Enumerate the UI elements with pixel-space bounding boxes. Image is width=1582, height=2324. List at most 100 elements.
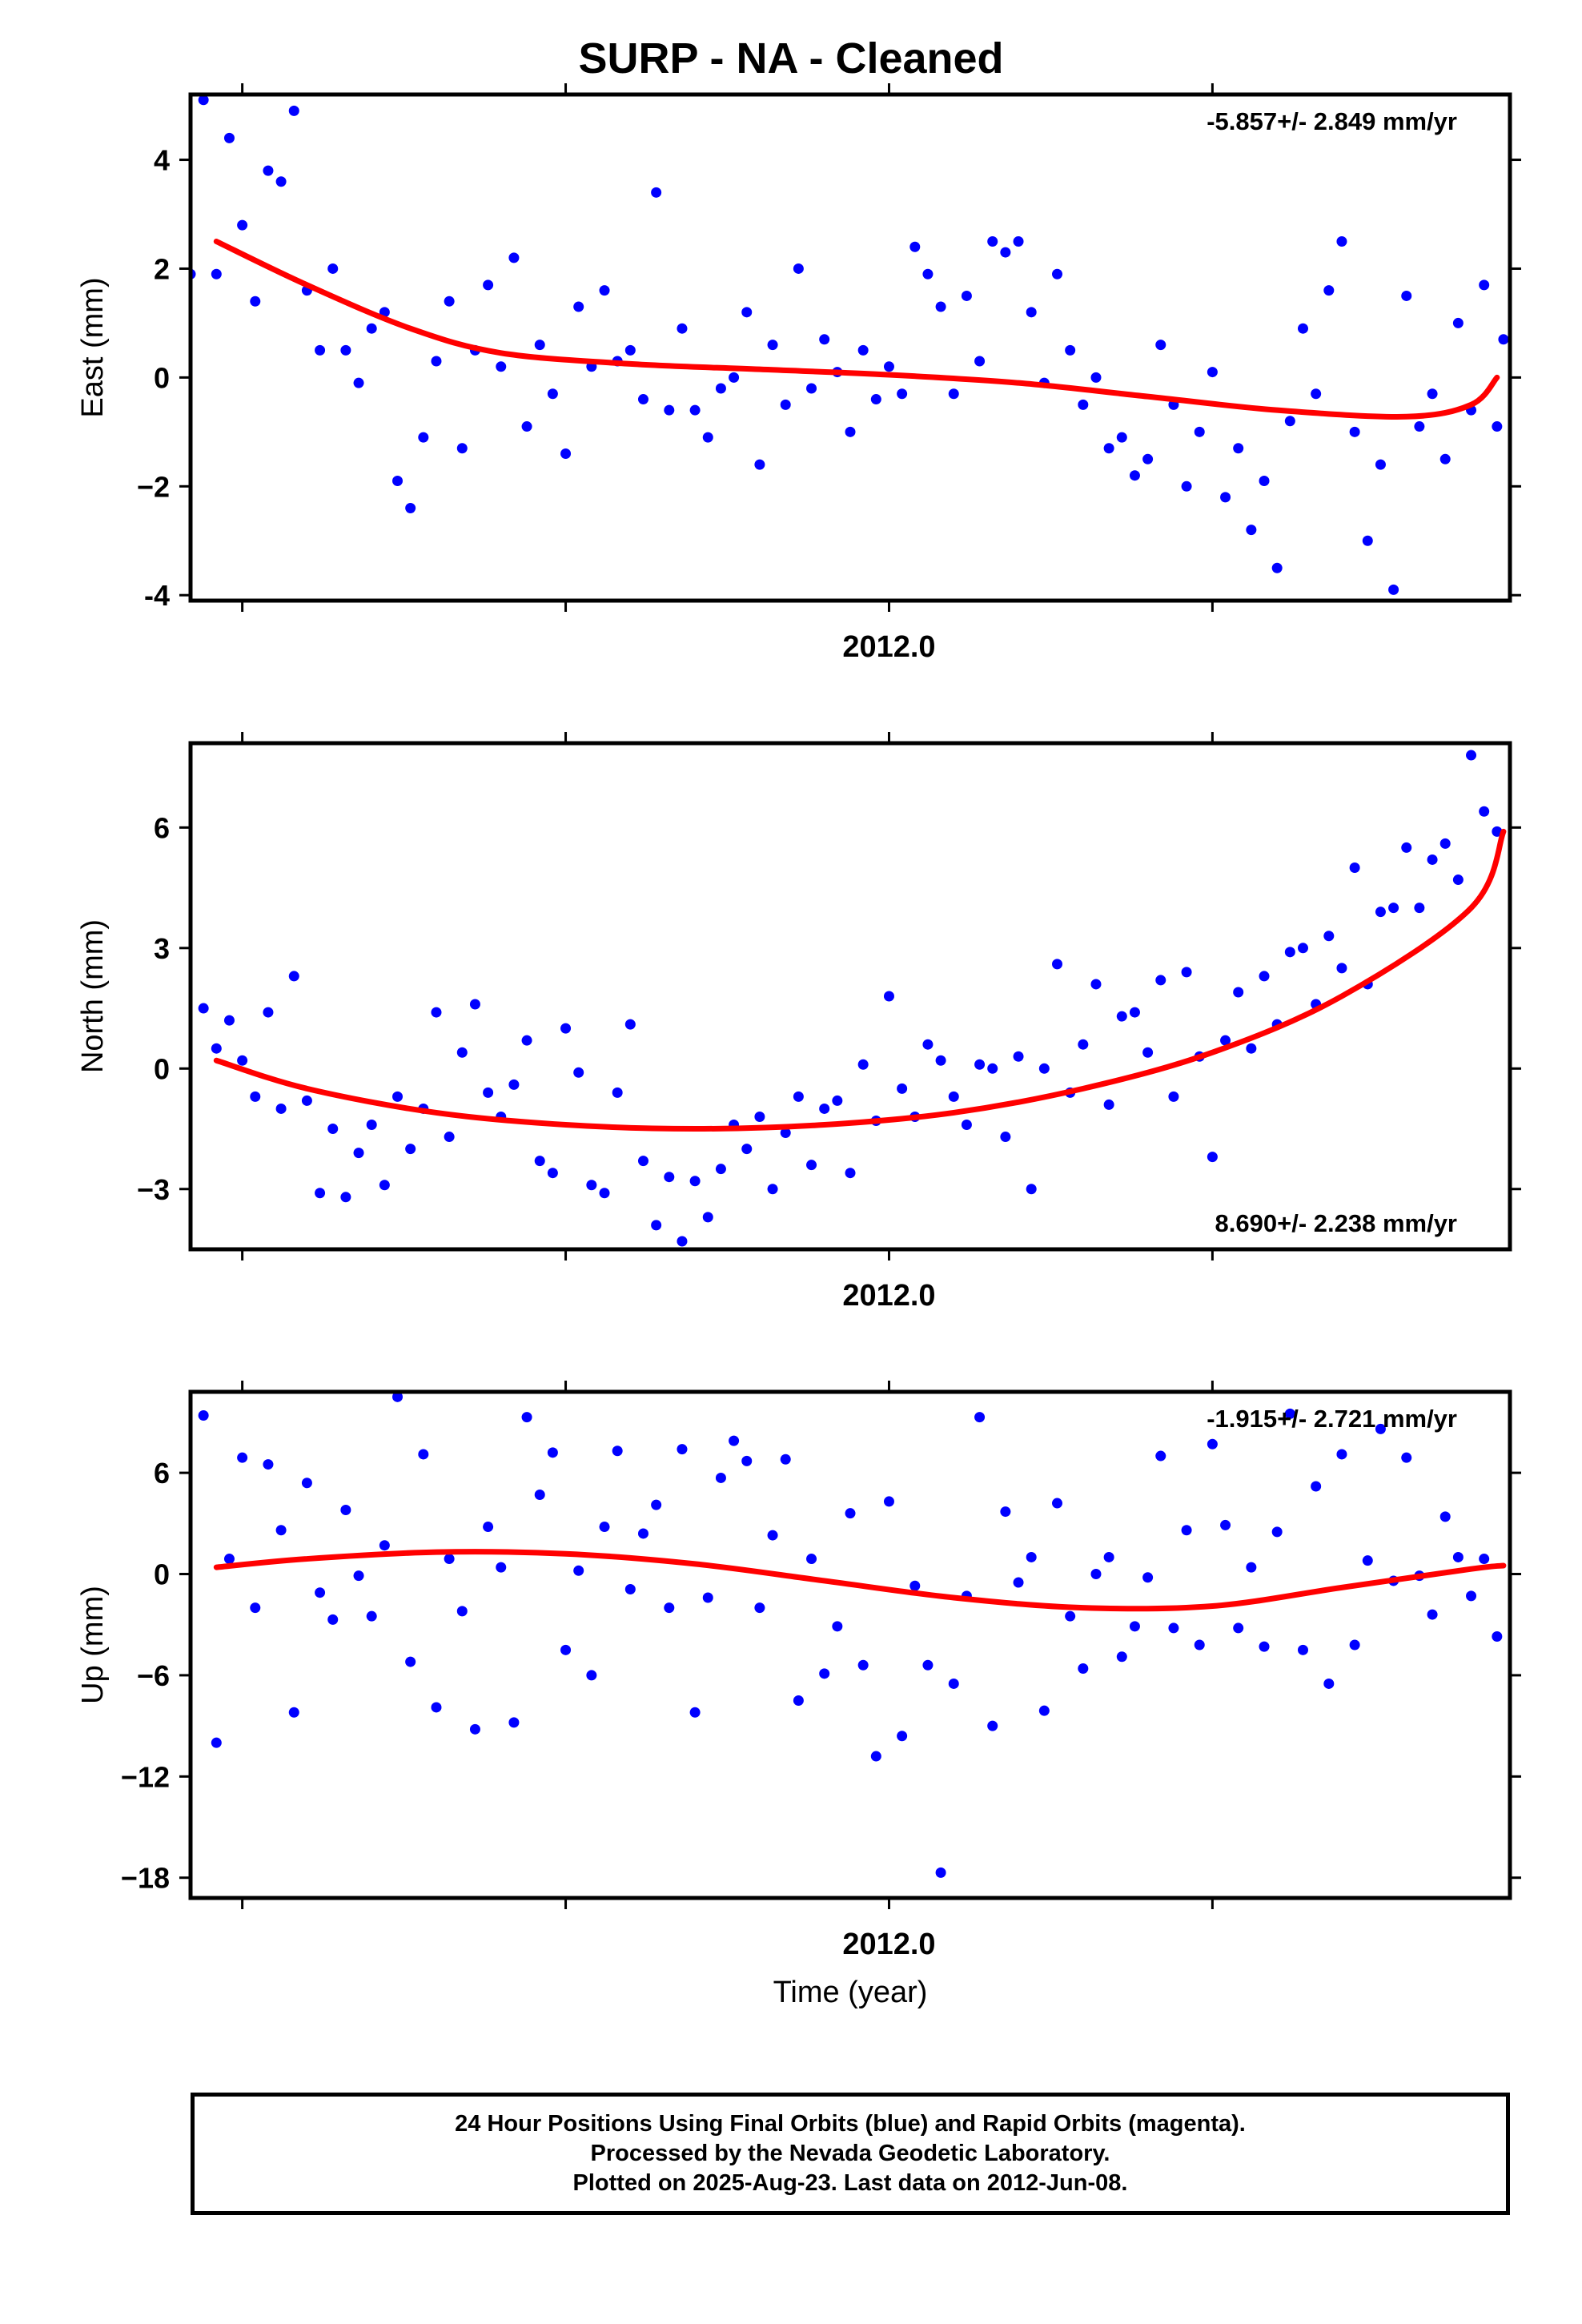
data-point [702, 1592, 713, 1603]
y-tick-label: −12 [121, 1760, 170, 1793]
data-point [1284, 416, 1295, 427]
data-point [223, 132, 235, 143]
data-point [806, 1160, 817, 1171]
data-point [496, 361, 507, 372]
data-point [1246, 1043, 1257, 1054]
points-group [191, 94, 1509, 595]
data-point [1155, 1450, 1166, 1462]
data-point [1311, 388, 1322, 400]
data-point [857, 344, 869, 356]
data-point [198, 1409, 209, 1421]
data-point [948, 1091, 959, 1102]
data-point [651, 1220, 662, 1231]
data-point [1078, 1039, 1089, 1050]
data-point [793, 263, 804, 274]
data-point [624, 1019, 636, 1030]
data-point [1065, 344, 1076, 356]
data-point [1297, 943, 1308, 954]
data-point [664, 404, 675, 416]
plot-frame [188, 1389, 1512, 1900]
data-point [469, 1723, 480, 1735]
data-point [521, 1035, 532, 1046]
data-point [909, 241, 921, 252]
data-point [845, 1508, 856, 1519]
data-point [883, 361, 894, 372]
data-point [1194, 426, 1205, 437]
data-point [715, 383, 726, 394]
data-point [1479, 806, 1490, 817]
data-point [689, 404, 701, 416]
data-point [767, 340, 778, 351]
data-point [1492, 826, 1503, 837]
data-point [624, 1583, 636, 1594]
data-point [1220, 1519, 1231, 1530]
data-point [689, 1707, 701, 1718]
data-point [483, 279, 494, 291]
data-point [496, 1562, 507, 1573]
data-point [819, 1668, 830, 1679]
data-point [392, 1392, 404, 1402]
data-point [845, 426, 856, 437]
y-tick-label: 6 [154, 811, 170, 844]
data-point [922, 1039, 934, 1050]
data-point [935, 1055, 946, 1066]
data-point [211, 268, 222, 279]
data-point [1090, 372, 1102, 383]
data-point [1052, 268, 1063, 279]
footer-line-3: Plotted on 2025-Aug-23. Last data on 201… [572, 2170, 1128, 2196]
x-tick-label: 2012.0 [842, 630, 935, 664]
data-point [1414, 903, 1425, 914]
y-axis-label: East (mm) [76, 277, 110, 417]
y-tick-label: 4 [154, 144, 170, 177]
data-point [1427, 388, 1438, 400]
data-point [250, 1602, 261, 1614]
data-point [366, 1120, 377, 1131]
data-point [1026, 1551, 1037, 1562]
data-point [223, 1554, 235, 1565]
data-point [897, 1731, 908, 1742]
data-point [1362, 1555, 1373, 1566]
data-point [444, 1132, 455, 1143]
y-axis-label: North (mm) [76, 919, 110, 1073]
data-point [754, 459, 765, 470]
data-point [560, 1644, 572, 1655]
data-point [1311, 1481, 1322, 1492]
data-point [1103, 1099, 1114, 1110]
data-point [1336, 963, 1347, 974]
data-point [1129, 470, 1140, 481]
data-point [1181, 1525, 1192, 1536]
data-point [1492, 421, 1503, 432]
plot-frame [188, 92, 1512, 603]
data-point [405, 1144, 416, 1155]
data-point [1052, 1498, 1063, 1509]
data-point [1427, 854, 1438, 865]
data-point [1259, 971, 1270, 982]
data-point [223, 1015, 235, 1026]
data-point [327, 1124, 339, 1135]
data-point [573, 301, 584, 312]
data-point [1498, 334, 1509, 345]
data-point [198, 94, 209, 106]
data-point [1207, 367, 1218, 378]
data-point [1271, 562, 1283, 573]
data-point [806, 1554, 817, 1565]
data-point [211, 1737, 222, 1748]
data-point [444, 296, 455, 307]
data-point [909, 1580, 921, 1591]
data-point [1452, 1551, 1464, 1562]
data-point [508, 1079, 520, 1090]
data-point [922, 1659, 934, 1671]
data-point [1233, 987, 1244, 998]
data-point [1323, 285, 1335, 296]
data-point [1259, 1641, 1270, 1652]
data-point [508, 252, 520, 263]
data-point [1090, 1569, 1102, 1580]
data-point [1168, 1622, 1179, 1634]
data-point [198, 1003, 209, 1014]
data-point [1090, 979, 1102, 990]
data-point [379, 1180, 390, 1191]
data-point [263, 165, 274, 176]
data-point [263, 1007, 274, 1018]
data-point [1026, 1184, 1037, 1195]
data-point [444, 1554, 455, 1565]
